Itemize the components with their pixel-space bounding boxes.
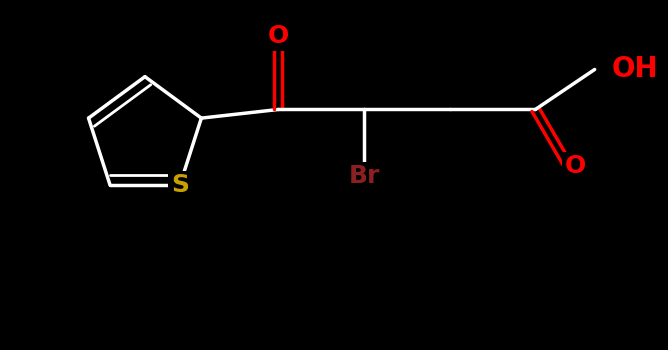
Text: O: O <box>268 24 289 48</box>
Text: Br: Br <box>349 164 380 188</box>
Text: O: O <box>564 154 586 178</box>
Text: OH: OH <box>611 55 658 83</box>
Text: S: S <box>171 173 189 197</box>
